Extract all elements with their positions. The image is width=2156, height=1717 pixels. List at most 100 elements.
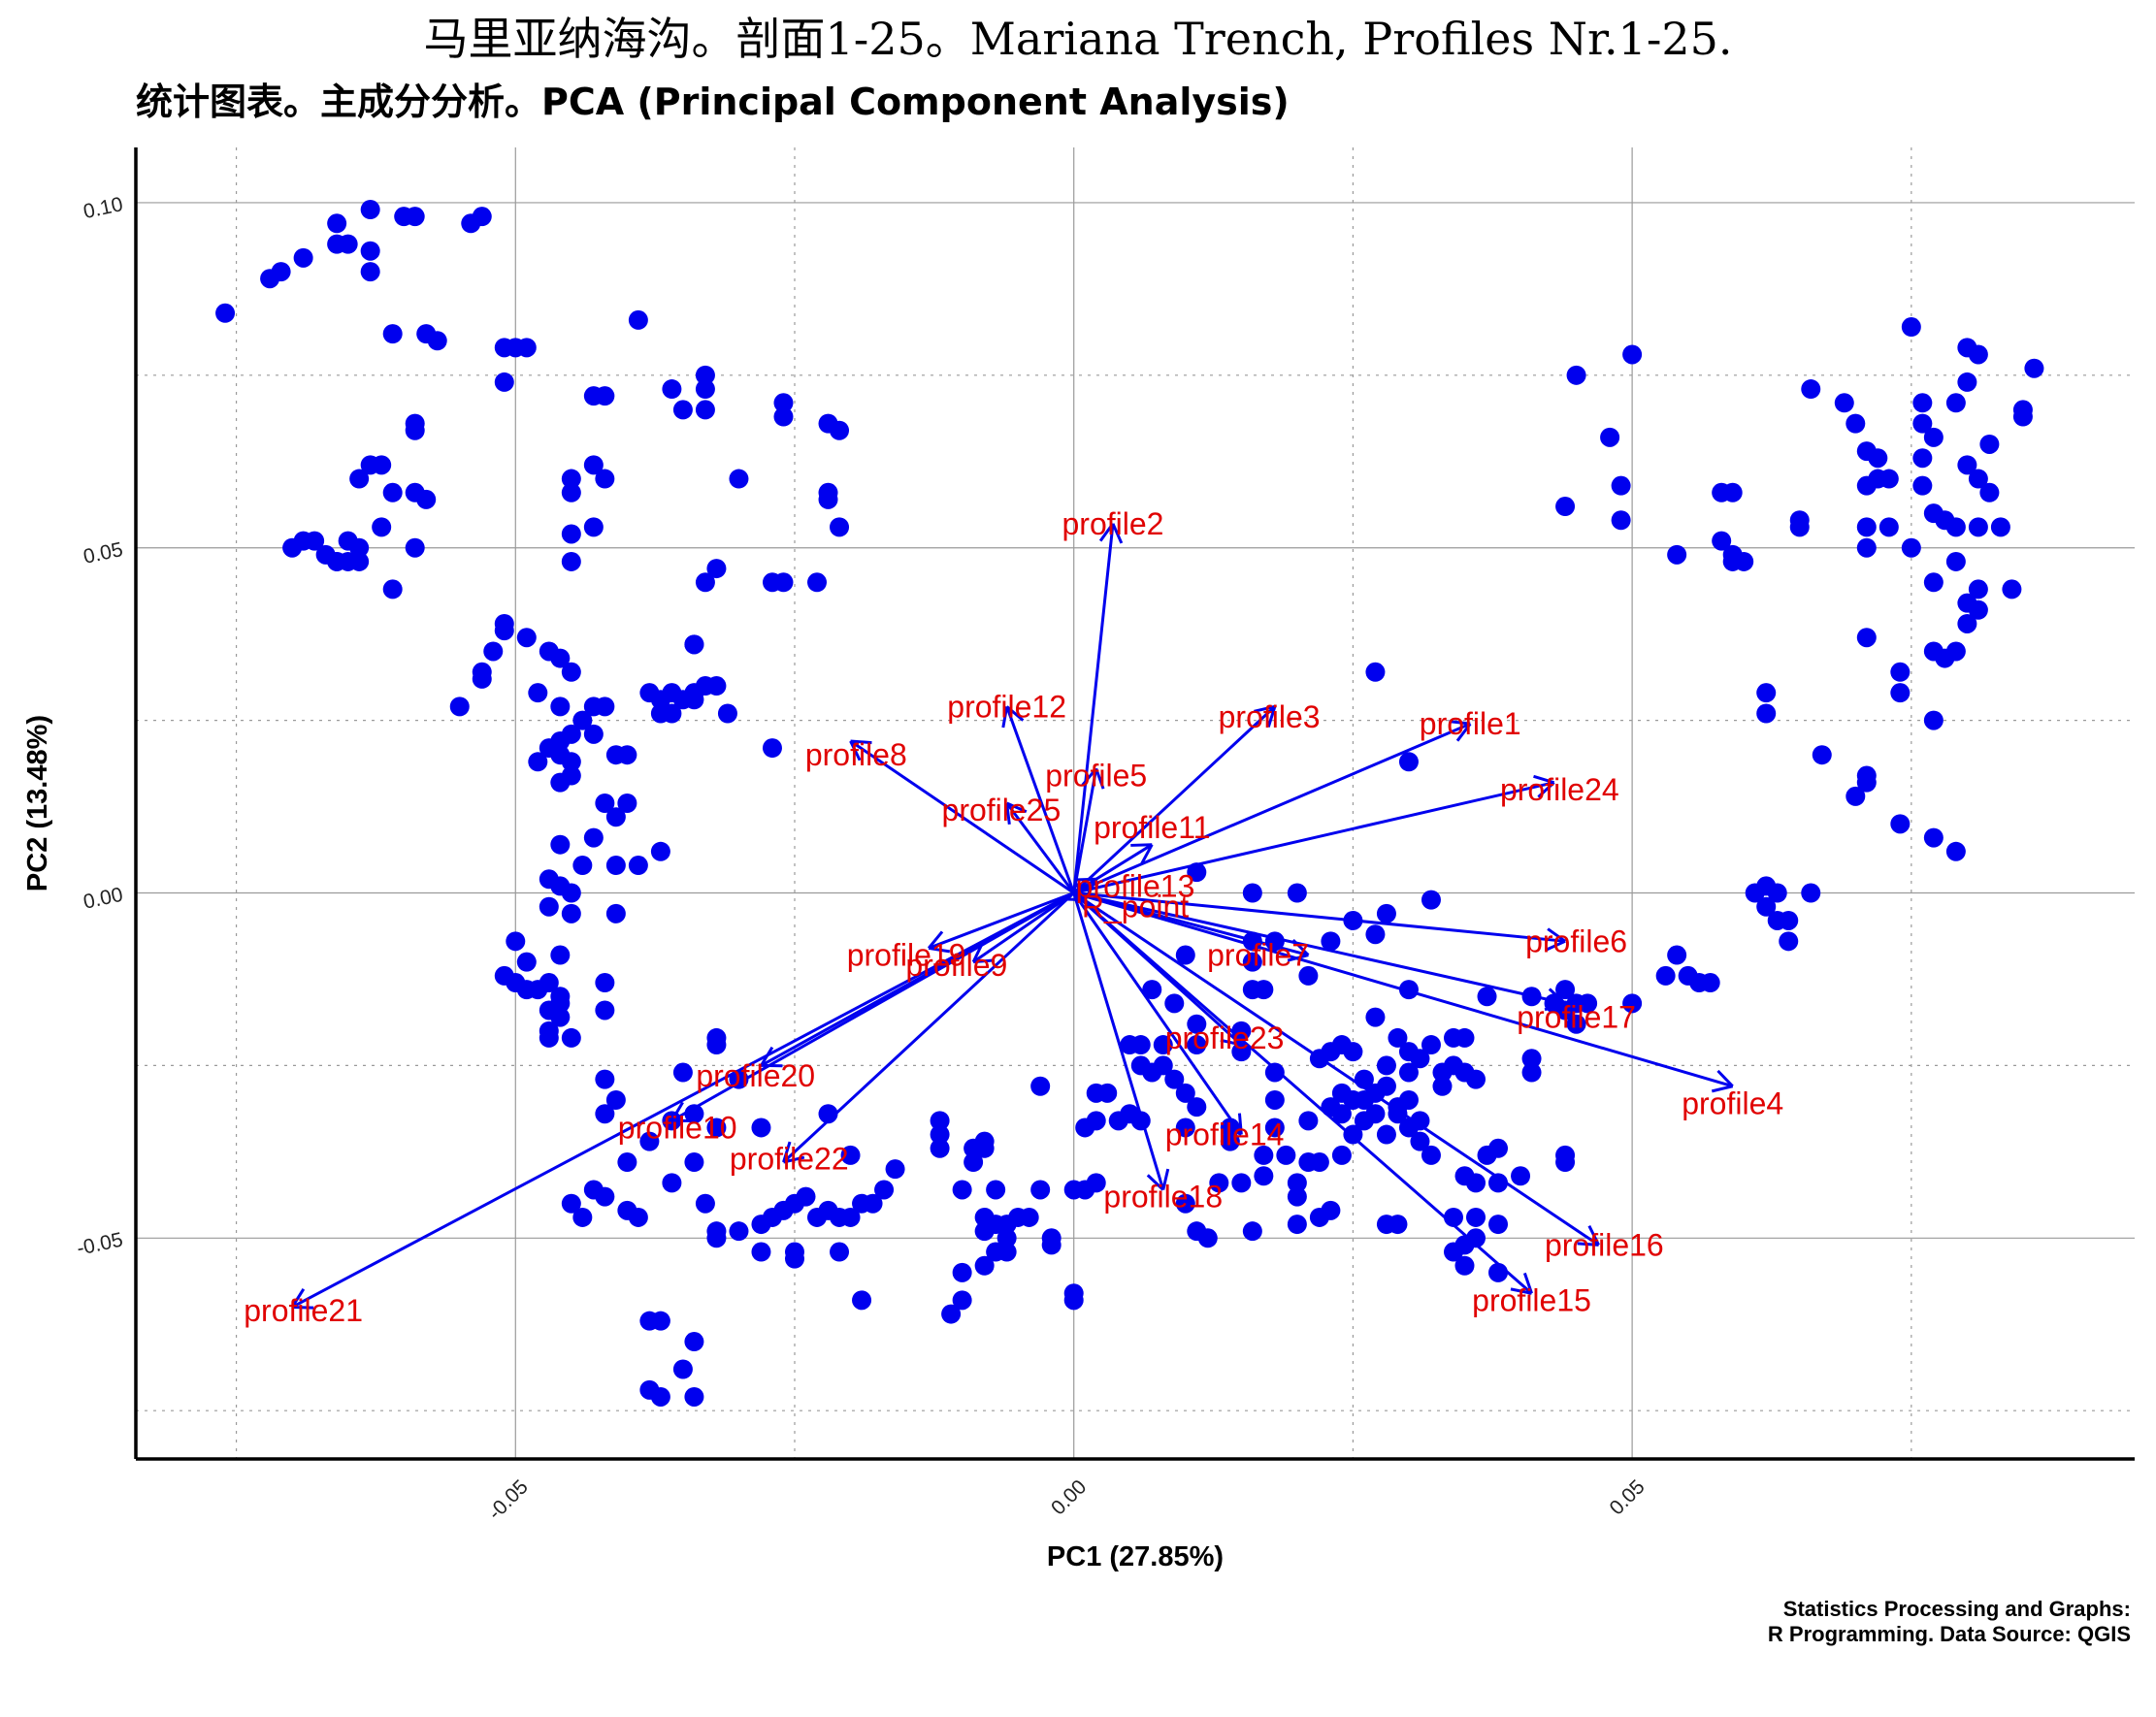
loading-vector-profile16 (1072, 891, 1600, 1247)
data-point (650, 1311, 670, 1331)
loading-label-profile9: profile9 (905, 948, 1007, 983)
data-point (1030, 1076, 1051, 1096)
data-point (1945, 641, 1966, 662)
data-point (1923, 710, 1944, 730)
data-point (1142, 980, 1162, 1000)
loading-arrowhead (670, 1101, 684, 1122)
data-point (1365, 1104, 1386, 1124)
loading-label-profile14: profile14 (1165, 1118, 1285, 1152)
data-point (1388, 1027, 1408, 1048)
data-point (382, 324, 403, 344)
data-point (1890, 814, 1911, 834)
data-point (1287, 1186, 1307, 1207)
data-point (605, 1089, 626, 1110)
data-point (1298, 965, 1319, 986)
data-point (1398, 1062, 1419, 1083)
data-point (1187, 862, 1207, 883)
loading-arrowhead (1287, 954, 1309, 962)
data-point (1187, 1014, 1207, 1034)
data-point (1834, 393, 1854, 413)
loading-vectors (290, 522, 1734, 1310)
data-point (1968, 579, 1988, 599)
data-point (561, 883, 581, 903)
loading-arrowhead (1111, 523, 1124, 544)
loading-arrowhead (1254, 704, 1276, 713)
data-point (1655, 965, 1676, 986)
x-tick-label: 0.00 (1047, 1475, 1091, 1519)
data-point (561, 662, 581, 682)
data-point (1912, 448, 1933, 469)
data-point (1846, 786, 1866, 806)
data-point (405, 207, 425, 227)
loading-arrowhead (1098, 522, 1115, 542)
loading-vector-profile14 (1072, 891, 1243, 1136)
loading-arrowhead (1005, 705, 1025, 722)
data-point (539, 896, 559, 917)
loading-arrowhead (1522, 1272, 1533, 1294)
data-point (1432, 1076, 1453, 1096)
data-point (1667, 945, 1687, 965)
data-point (572, 856, 593, 876)
data-point (1164, 1069, 1185, 1089)
data-point (550, 648, 571, 668)
data-point (516, 628, 537, 648)
loading-arrowhead (1220, 1038, 1242, 1047)
data-point (952, 1180, 972, 1200)
data-point (561, 903, 581, 923)
data-point (1421, 1035, 1441, 1055)
loading-arrowhead (1533, 774, 1554, 785)
loading-label-profile15: profile15 (1472, 1282, 1591, 1317)
data-point (1923, 827, 1944, 848)
data-point (1846, 413, 1866, 434)
data-point (1912, 413, 1933, 434)
loading-arrowhead (1161, 1168, 1170, 1190)
loading-label-profile4: profile4 (1682, 1086, 1783, 1121)
data-point (1388, 1215, 1408, 1235)
data-point (840, 1145, 861, 1165)
data-point (528, 683, 548, 703)
loading-vector-profile19 (928, 891, 1075, 950)
y-axis-title: PC2 (13.48%) (22, 715, 53, 891)
data-point (561, 551, 581, 571)
loading-vector-profile24 (1073, 781, 1554, 894)
loading-arrowhead (1548, 988, 1567, 1005)
data-point (583, 455, 604, 475)
loading-label-profile18: profile18 (1103, 1180, 1223, 1215)
data-point (595, 1069, 615, 1089)
loading-label-profile21: profile21 (244, 1293, 363, 1328)
data-point (1901, 317, 1921, 338)
data-point (1019, 1207, 1039, 1227)
loading-label-profile25: profile25 (942, 793, 1062, 827)
data-point (695, 400, 715, 420)
data-point (1264, 1062, 1285, 1083)
data-point (1812, 745, 1832, 765)
data-point (550, 772, 571, 793)
data-point (1990, 517, 2010, 537)
loading-label-profile17: profile17 (1517, 1000, 1636, 1035)
data-point (1254, 980, 1274, 1000)
data-point (784, 1248, 804, 1269)
data-point (1578, 993, 1598, 1014)
data-point (751, 1118, 771, 1138)
loading-label-profile24: profile24 (1500, 772, 1619, 807)
loading-vector-profile2 (1072, 523, 1115, 893)
loading-vector-profile6 (1073, 891, 1566, 943)
data-point (1365, 662, 1386, 682)
data-point (1365, 924, 1386, 945)
data-point (293, 247, 313, 268)
data-point (1331, 1104, 1352, 1124)
data-point (1153, 1035, 1173, 1055)
data-point (974, 1255, 995, 1276)
data-point (1622, 344, 1643, 365)
data-point (1410, 1111, 1430, 1131)
loading-vector-profile5 (1072, 768, 1098, 893)
data-point (1175, 1193, 1195, 1214)
loading-label-profile23: profile23 (1165, 1020, 1285, 1055)
loading-label-profile20: profile20 (696, 1058, 815, 1093)
data-point (706, 1118, 727, 1138)
loading-arrowhead (1455, 723, 1472, 742)
data-point (1175, 945, 1195, 965)
data-point (706, 559, 727, 579)
data-point (605, 745, 626, 765)
